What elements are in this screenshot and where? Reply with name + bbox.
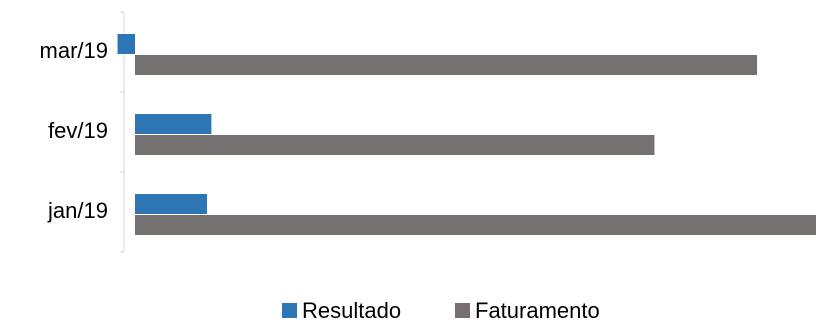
legend-swatch: [455, 303, 470, 318]
bar-resultado-mar-19: [117, 34, 135, 54]
bar-faturamento-jan-19: [135, 215, 816, 235]
legend-label: Faturamento: [475, 298, 600, 323]
bars-layer: [117, 34, 816, 235]
legend: Resultado Faturamento: [282, 298, 600, 323]
y-tick-label: jan/19: [47, 198, 108, 223]
bar-faturamento-mar-19: [135, 55, 758, 75]
y-tick-label: mar/19: [40, 38, 108, 63]
legend-item-resultado: Resultado: [282, 298, 401, 323]
legend-label: Resultado: [302, 298, 401, 323]
bar-resultado-fev-19: [135, 114, 212, 134]
labels-layer: mar/19 fev/19 jan/19: [40, 38, 108, 223]
y-tick-label: fev/19: [48, 118, 108, 143]
bar-faturamento-fev-19: [135, 135, 655, 155]
bar-resultado-jan-19: [135, 194, 208, 214]
legend-item-faturamento: Faturamento: [455, 298, 600, 323]
legend-swatch: [282, 303, 297, 318]
